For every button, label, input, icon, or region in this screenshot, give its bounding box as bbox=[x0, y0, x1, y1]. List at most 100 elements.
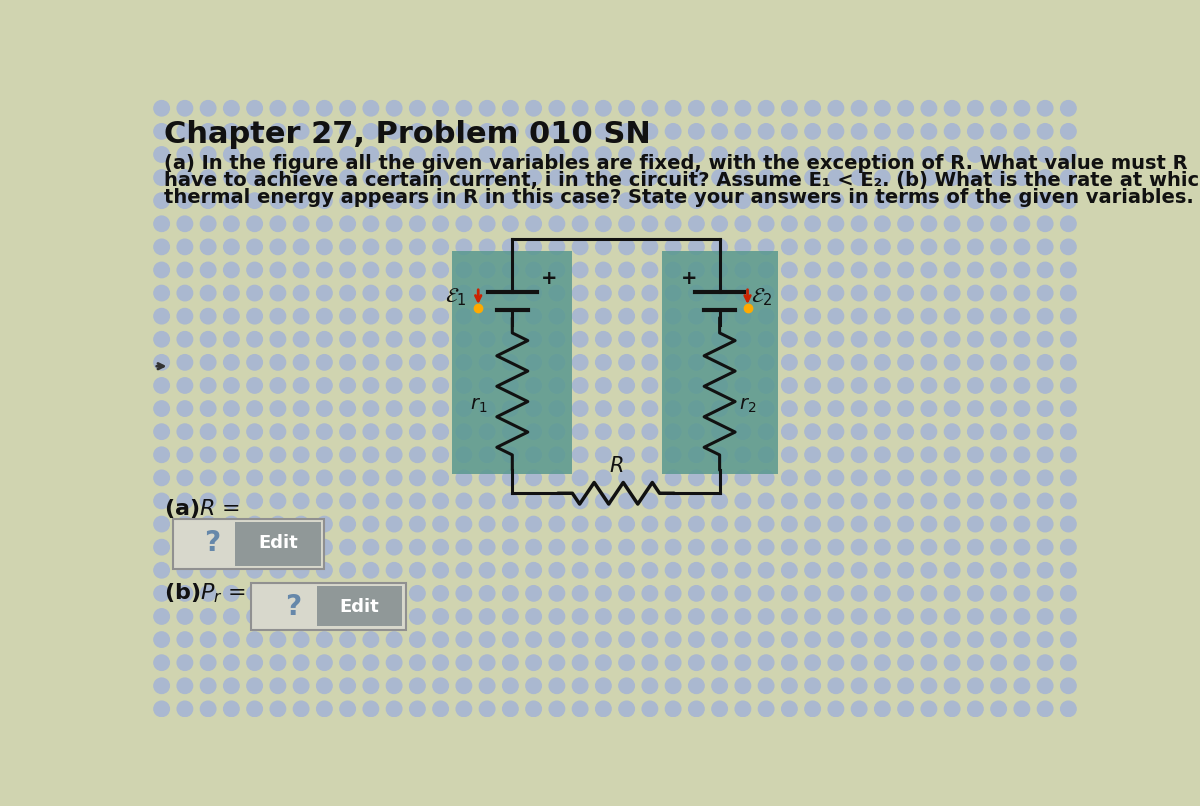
Circle shape bbox=[665, 147, 680, 162]
Circle shape bbox=[642, 701, 658, 717]
Circle shape bbox=[550, 609, 565, 624]
Circle shape bbox=[433, 193, 449, 209]
Circle shape bbox=[689, 517, 704, 532]
Circle shape bbox=[595, 563, 611, 578]
Circle shape bbox=[200, 123, 216, 139]
Circle shape bbox=[433, 355, 449, 370]
Circle shape bbox=[991, 470, 1007, 485]
Circle shape bbox=[619, 517, 635, 532]
Circle shape bbox=[550, 655, 565, 671]
Circle shape bbox=[572, 609, 588, 624]
Circle shape bbox=[479, 609, 494, 624]
Circle shape bbox=[503, 378, 518, 393]
Circle shape bbox=[967, 655, 983, 671]
Circle shape bbox=[898, 101, 913, 116]
Circle shape bbox=[526, 331, 541, 347]
Circle shape bbox=[875, 586, 890, 601]
Circle shape bbox=[456, 285, 472, 301]
Circle shape bbox=[619, 447, 635, 463]
Circle shape bbox=[967, 216, 983, 231]
Circle shape bbox=[550, 262, 565, 278]
Circle shape bbox=[805, 563, 821, 578]
Circle shape bbox=[828, 262, 844, 278]
Circle shape bbox=[503, 678, 518, 693]
Circle shape bbox=[223, 216, 239, 231]
Circle shape bbox=[1061, 424, 1076, 439]
Circle shape bbox=[991, 309, 1007, 324]
Circle shape bbox=[851, 193, 866, 209]
Circle shape bbox=[619, 632, 635, 647]
Circle shape bbox=[736, 331, 751, 347]
Circle shape bbox=[1061, 123, 1076, 139]
Circle shape bbox=[1014, 285, 1030, 301]
Circle shape bbox=[364, 170, 379, 185]
Circle shape bbox=[712, 655, 727, 671]
Circle shape bbox=[595, 632, 611, 647]
Circle shape bbox=[689, 216, 704, 231]
Circle shape bbox=[247, 262, 263, 278]
Circle shape bbox=[944, 355, 960, 370]
Circle shape bbox=[689, 586, 704, 601]
Circle shape bbox=[386, 586, 402, 601]
Circle shape bbox=[944, 678, 960, 693]
Circle shape bbox=[178, 609, 193, 624]
Circle shape bbox=[270, 170, 286, 185]
Circle shape bbox=[550, 285, 565, 301]
Circle shape bbox=[1037, 262, 1052, 278]
Circle shape bbox=[828, 539, 844, 555]
Circle shape bbox=[503, 470, 518, 485]
Circle shape bbox=[178, 170, 193, 185]
Text: $r_2$: $r_2$ bbox=[739, 396, 756, 415]
Circle shape bbox=[642, 632, 658, 647]
Circle shape bbox=[247, 493, 263, 509]
Circle shape bbox=[340, 285, 355, 301]
Circle shape bbox=[712, 331, 727, 347]
Circle shape bbox=[247, 216, 263, 231]
Circle shape bbox=[922, 470, 937, 485]
Circle shape bbox=[572, 193, 588, 209]
Circle shape bbox=[758, 309, 774, 324]
Circle shape bbox=[665, 632, 680, 647]
Circle shape bbox=[851, 701, 866, 717]
Circle shape bbox=[526, 609, 541, 624]
Circle shape bbox=[851, 123, 866, 139]
Circle shape bbox=[154, 147, 169, 162]
Circle shape bbox=[178, 285, 193, 301]
Circle shape bbox=[317, 493, 332, 509]
Circle shape bbox=[642, 239, 658, 255]
Circle shape bbox=[619, 378, 635, 393]
Circle shape bbox=[154, 101, 169, 116]
Circle shape bbox=[456, 262, 472, 278]
Circle shape bbox=[154, 401, 169, 416]
Circle shape bbox=[1037, 424, 1052, 439]
Text: ?: ? bbox=[286, 593, 301, 621]
Circle shape bbox=[340, 539, 355, 555]
Circle shape bbox=[922, 493, 937, 509]
Circle shape bbox=[526, 401, 541, 416]
Circle shape bbox=[572, 586, 588, 601]
Circle shape bbox=[364, 355, 379, 370]
Text: Chapter 27, Problem 010 SN: Chapter 27, Problem 010 SN bbox=[164, 120, 650, 149]
Circle shape bbox=[991, 239, 1007, 255]
Circle shape bbox=[712, 285, 727, 301]
Circle shape bbox=[1014, 609, 1030, 624]
Circle shape bbox=[178, 239, 193, 255]
Circle shape bbox=[526, 678, 541, 693]
Circle shape bbox=[386, 678, 402, 693]
Circle shape bbox=[317, 193, 332, 209]
Circle shape bbox=[154, 539, 169, 555]
Circle shape bbox=[1037, 586, 1052, 601]
Circle shape bbox=[805, 170, 821, 185]
Circle shape bbox=[386, 355, 402, 370]
Circle shape bbox=[154, 170, 169, 185]
Circle shape bbox=[689, 632, 704, 647]
Circle shape bbox=[828, 424, 844, 439]
Circle shape bbox=[851, 355, 866, 370]
Circle shape bbox=[503, 447, 518, 463]
Circle shape bbox=[293, 309, 308, 324]
Circle shape bbox=[991, 123, 1007, 139]
Circle shape bbox=[479, 539, 494, 555]
Circle shape bbox=[526, 563, 541, 578]
Circle shape bbox=[967, 586, 983, 601]
Circle shape bbox=[595, 147, 611, 162]
